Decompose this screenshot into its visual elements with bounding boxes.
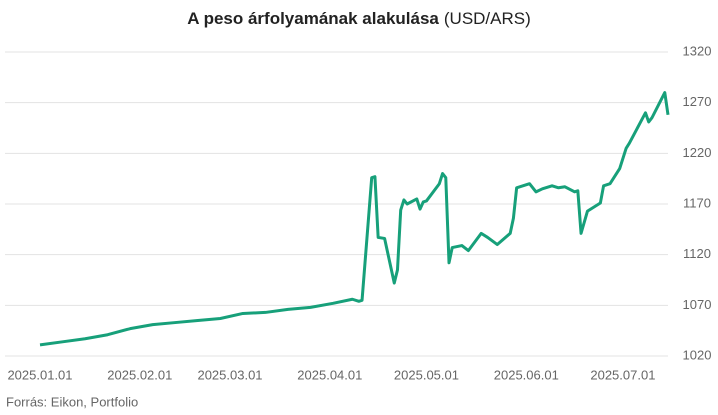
y-tick-label: 1070 bbox=[683, 297, 712, 312]
y-tick-label: 1320 bbox=[683, 43, 712, 58]
y-tick-label: 1120 bbox=[683, 246, 711, 261]
x-tick-label: 2025.07.01 bbox=[590, 367, 655, 382]
source: Forrás: Eikon, Portfolio bbox=[6, 394, 138, 409]
y-tick-label: 1020 bbox=[683, 347, 712, 362]
x-tick-label: 2025.06.01 bbox=[494, 367, 559, 382]
x-tick-label: 2025.04.01 bbox=[297, 367, 362, 382]
x-tick-label: 2025.02.01 bbox=[107, 367, 172, 382]
chart-title: A peso árfolyamának alakulása (USD/ARS) bbox=[187, 9, 531, 28]
y-tick-label: 1220 bbox=[683, 145, 712, 160]
x-tick-label: 2025.01.01 bbox=[7, 367, 72, 382]
title-unit: (USD/ARS) bbox=[444, 9, 531, 28]
series-line bbox=[39, 91, 670, 347]
x-tick-label: 2025.03.01 bbox=[197, 367, 262, 382]
y-tick-label: 1170 bbox=[683, 195, 711, 210]
x-tick-label: 2025.05.01 bbox=[394, 367, 459, 382]
title-main: A peso árfolyamának alakulása bbox=[187, 9, 439, 28]
y-tick-label: 1270 bbox=[683, 94, 712, 109]
